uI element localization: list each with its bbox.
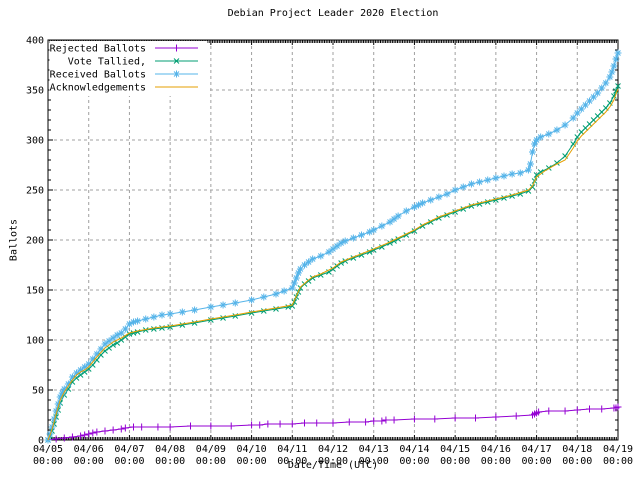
legend-sample-rejected-ballots [155, 44, 198, 52]
x-tick-date: 04/07 [114, 444, 144, 455]
x-tick-time: 00:00 [522, 456, 552, 467]
x-tick-date: 04/08 [155, 444, 185, 455]
x-tick-date: 04/17 [522, 444, 552, 455]
series-rejected-ballots [44, 403, 622, 444]
x-tick-date: 04/11 [277, 444, 307, 455]
x-tick-time: 00:00 [114, 456, 144, 467]
x-tick-time: 00:00 [33, 456, 63, 467]
y-tick-label: 300 [26, 136, 44, 147]
x-tick-time: 00:00 [440, 456, 470, 467]
x-tick-time: 00:00 [481, 456, 511, 467]
x-tick-date: 04/18 [562, 444, 592, 455]
y-tick-label: 50 [32, 386, 44, 397]
y-tick-label: 350 [26, 86, 44, 97]
x-tick-time: 00:00 [196, 456, 226, 467]
x-tick-date: 04/14 [399, 444, 429, 455]
x-tick-date: 04/05 [33, 444, 63, 455]
y-tick-label: 200 [26, 236, 44, 247]
x-tick-date: 04/10 [237, 444, 267, 455]
legend-sample-vote-tallied [155, 58, 198, 64]
x-tick-time: 00:00 [359, 456, 389, 467]
legend-label-vote-tallied: Vote Tallied, [68, 57, 146, 68]
x-tick-time: 00:00 [399, 456, 429, 467]
y-tick-label: 400 [26, 36, 44, 47]
x-tick-date: 04/16 [481, 444, 511, 455]
x-tick-date: 04/13 [359, 444, 389, 455]
x-tick-date: 04/06 [74, 444, 104, 455]
series-vote-tallied [45, 83, 621, 443]
y-tick-label: 250 [26, 186, 44, 197]
x-tick-date: 04/12 [318, 444, 348, 455]
x-tick-time: 00:00 [562, 456, 592, 467]
x-tick-date: 04/09 [196, 444, 226, 455]
x-axis-title: Date/Time (UTC) [287, 460, 379, 471]
x-tick-time: 00:00 [603, 456, 633, 467]
legend-label-acknowledgements: Acknowledgements [50, 83, 146, 94]
y-tick-label: 150 [26, 286, 44, 297]
plot-border [47, 39, 619, 441]
x-tick-date: 04/19 [603, 444, 633, 455]
x-tick-labels: 04/0500:0004/0600:0004/0700:0004/0800:00… [33, 444, 633, 467]
y-tick-label: 100 [26, 336, 44, 347]
legend-label-rejected-ballots: Rejected Ballots [50, 44, 146, 55]
series-acknowledgements [47, 88, 619, 441]
legend: Rejected Ballots Vote Tallied, Received Ba… [49, 41, 208, 96]
chart-title: Debian Project Leader 2020 Election [227, 8, 439, 19]
x-tick-time: 00:00 [74, 456, 104, 467]
legend-label-received-ballots: Received Ballots [50, 70, 146, 81]
x-tick-time: 00:00 [237, 456, 267, 467]
grid-lines [48, 40, 618, 440]
legend-item-rejected-ballots: Rejected Ballots [50, 44, 198, 55]
y-tick-label: 0 [38, 436, 44, 447]
series-line-acknowledgements [47, 88, 619, 441]
x-tick-time: 00:00 [155, 456, 185, 467]
legend-item-acknowledgements: Acknowledgements [50, 83, 198, 94]
x-tick-date: 04/15 [440, 444, 470, 455]
series-received-ballots [44, 49, 622, 444]
legend-item-received-ballots: Received Ballots [50, 70, 198, 81]
x-tick-time: 00:00 [318, 456, 348, 467]
series-markers-rejected-ballots [44, 403, 622, 444]
y-tick-labels: 0 50 100 150 200 250 300 350 400 [26, 36, 44, 447]
y-axis-title: Ballots [8, 218, 20, 262]
x-tick-time: 00:00 [277, 456, 307, 467]
legend-sample-received-ballots [155, 70, 198, 78]
legend-item-vote-tallied: Vote Tallied, [68, 57, 198, 68]
